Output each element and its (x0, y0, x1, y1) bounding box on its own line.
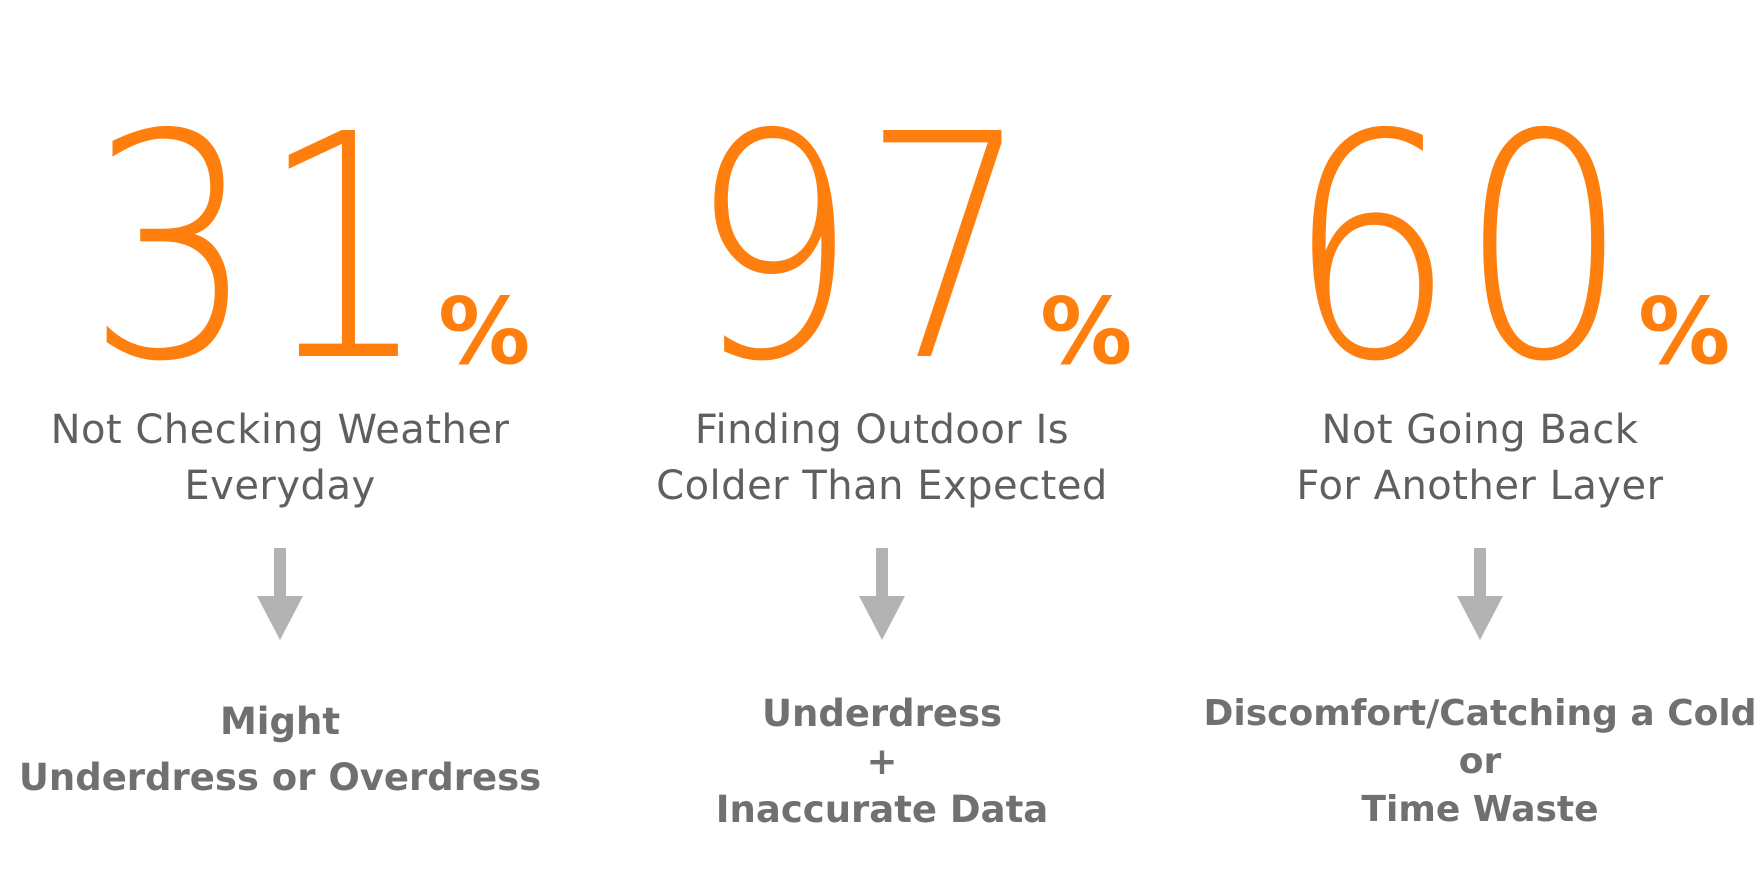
stat-outcome-line: Might (219, 700, 340, 743)
stat-number: 97 (688, 68, 1035, 430)
stat-caption-line: For Another Layer (1296, 463, 1664, 509)
stat-percent-sign: % (1638, 278, 1731, 385)
stat-column-3: 60 % Not Going Back For Another Layer Di… (1200, 0, 1760, 880)
stat-caption-line: Finding Outdoor Is (694, 407, 1070, 453)
stat-figure: 60 % (1200, 40, 1760, 430)
stat-figure: 31 % (0, 40, 560, 430)
stat-outcome-line: Underdress or Overdress (18, 756, 542, 799)
arrow-down-icon (1457, 548, 1503, 640)
stat-outcome-line: or (1458, 741, 1502, 782)
stat-number: 60 (1286, 68, 1633, 430)
stat-caption-line: Not Going Back (1321, 407, 1639, 453)
stat-column-2: 97 % Finding Outdoor Is Colder Than Expe… (602, 0, 1162, 880)
stat-outcome: Discomfort/Catching a Cold or Time Waste (1200, 690, 1760, 834)
stat-percent-sign: % (1040, 278, 1133, 385)
stat-caption: Not Checking Weather Everyday (0, 402, 560, 514)
stat-outcome-line: Discomfort/Catching a Cold (1203, 693, 1757, 734)
stat-outcome-line: Inaccurate Data (715, 788, 1049, 831)
stat-caption-line: Not Checking Weather (50, 407, 510, 453)
stat-percent-sign: % (438, 278, 531, 385)
stat-figure: 97 % (602, 40, 1162, 430)
stat-column-1: 31 % Not Checking Weather Everyday Might… (0, 0, 560, 880)
stat-outcome-line: + (866, 740, 898, 783)
stat-caption: Not Going Back For Another Layer (1200, 402, 1760, 514)
stat-number: 31 (86, 68, 433, 430)
stat-outcome-line: Underdress (761, 692, 1003, 735)
arrow-down-icon (859, 548, 905, 640)
stat-outcome-line: Time Waste (1361, 789, 1599, 830)
stat-caption-line: Colder Than Expected (656, 463, 1108, 509)
stat-caption: Finding Outdoor Is Colder Than Expected (602, 402, 1162, 514)
stat-caption-line: Everyday (184, 463, 376, 509)
arrow-down-icon (257, 548, 303, 640)
stat-outcome: Might Underdress or Overdress (0, 694, 560, 806)
stat-outcome: Underdress + Inaccurate Data (602, 690, 1162, 834)
